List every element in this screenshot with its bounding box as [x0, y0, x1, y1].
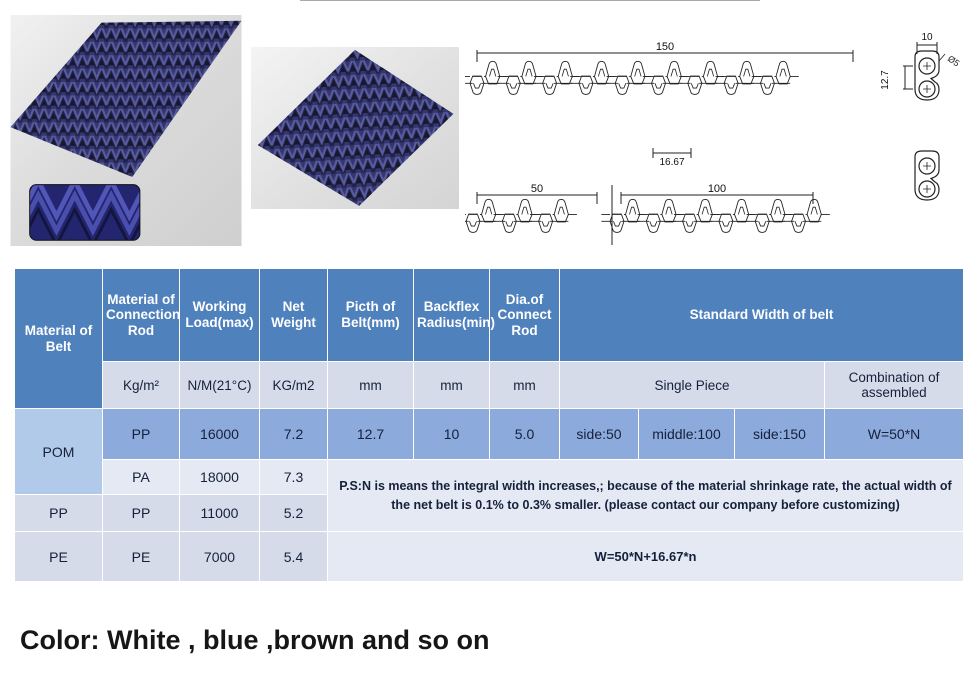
- svg-text:12.7: 12.7: [880, 70, 891, 90]
- svg-text:16.67: 16.67: [659, 157, 684, 168]
- svg-text:50: 50: [531, 183, 543, 195]
- svg-text:100: 100: [708, 183, 726, 195]
- svg-text:150: 150: [656, 41, 674, 53]
- svg-text:10: 10: [921, 32, 933, 43]
- svg-text:Ø5: Ø5: [946, 53, 962, 68]
